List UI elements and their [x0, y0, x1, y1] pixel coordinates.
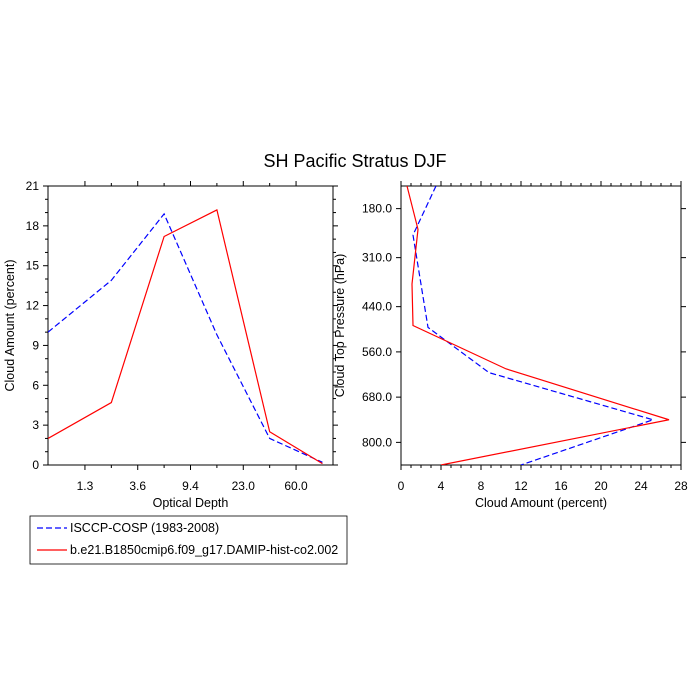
- left-ytick-label: 18: [26, 219, 40, 233]
- right-xtick-label: 16: [554, 479, 568, 493]
- right-series-model-line: [406, 186, 670, 465]
- legend-box: [29, 515, 348, 565]
- right-xtick-label: 28: [674, 479, 688, 493]
- left-xtick-label: 9.4: [182, 479, 199, 493]
- left-ytick-label: 3: [32, 418, 39, 432]
- left-ytick-label: 6: [32, 378, 39, 392]
- pressure-panel: 0 4 8 12 16 20 24 28 180.0 310.0 440.0 560.0 680.0 80…: [333, 181, 688, 510]
- left-series-isccp-line: [48, 212, 323, 463]
- left-xtick-label: 23.0: [232, 479, 256, 493]
- right-ytick-label: 680.0: [362, 390, 392, 404]
- legend-label-isccp: ISCCP-COSP (1983-2008): [70, 521, 219, 535]
- right-ytick-label: 180.0: [362, 202, 392, 216]
- right-plot-frame: [400, 185, 682, 466]
- right-xtick-label: 24: [634, 479, 648, 493]
- right-xtick-label: 20: [594, 479, 608, 493]
- left-xtick-label: 1.3: [77, 479, 94, 493]
- left-xtick-label: 3.6: [129, 479, 146, 493]
- left-plot-frame: [47, 185, 334, 466]
- left-series-model-line: [48, 209, 323, 465]
- right-xtick-label: 4: [438, 479, 445, 493]
- right-xtick-label: 12: [514, 479, 528, 493]
- right-ylabel: Cloud Top Pressure (hPa): [333, 254, 347, 398]
- left-ytick-label: 12: [26, 299, 40, 313]
- right-ytick-label: 560.0: [362, 345, 392, 359]
- right-xtick-label: 8: [478, 479, 485, 493]
- left-ytick-label: 21: [26, 179, 40, 193]
- left-ylabel: Cloud Amount (percent): [3, 259, 17, 391]
- right-ytick-label: 440.0: [362, 300, 392, 314]
- legend-label-model: b.e21.B1850cmip6.f09_g17.DAMIP-hist-co2.…: [70, 543, 338, 557]
- right-xlabel: Cloud Amount (percent): [475, 496, 607, 510]
- figure-title: SH Pacific Stratus DJF: [263, 151, 446, 171]
- left-ytick-label: 9: [32, 338, 39, 352]
- left-xlabel: Optical Depth: [153, 496, 229, 510]
- left-ytick-label: 15: [26, 259, 40, 273]
- optical-depth-panel: 0 3 6 9 12 15 18 21 1.3 3.6 9.4 23.0 60.0 Optical Dep…: [3, 179, 338, 510]
- right-series-isccp-line: [412, 186, 655, 465]
- right-ytick-label: 310.0: [362, 251, 392, 265]
- legend: ISCCP-COSP (1983-2008) b.e21.B1850cmip6.…: [29, 515, 348, 565]
- right-ytick-label: 800.0: [362, 435, 392, 449]
- left-xtick-label: 60.0: [284, 479, 308, 493]
- right-xtick-label: 0: [398, 479, 405, 493]
- left-ytick-label: 0: [32, 458, 39, 472]
